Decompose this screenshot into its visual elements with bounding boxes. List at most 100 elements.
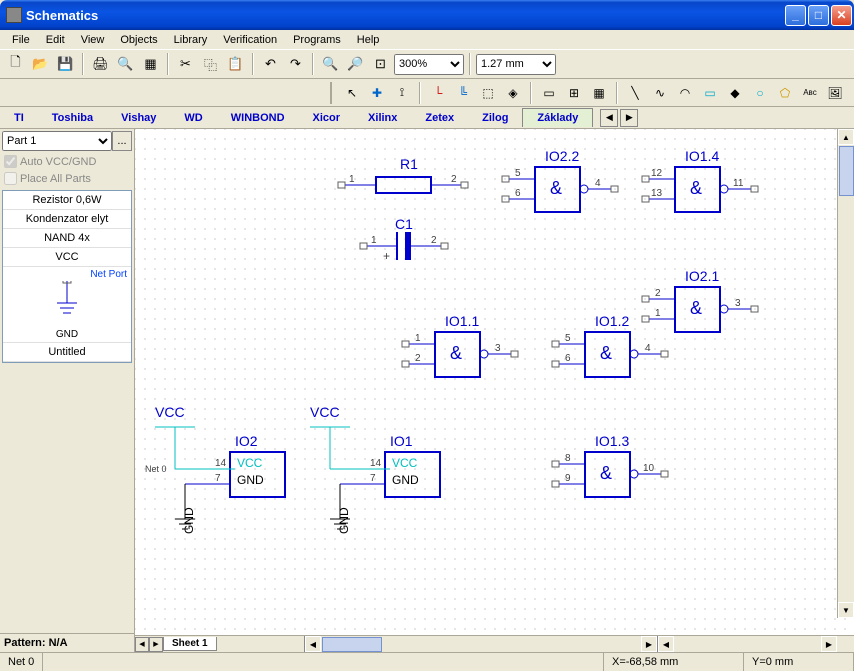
sheet-next[interactable]: ▶ [149,637,163,652]
save-icon[interactable]: 💾 [54,53,77,75]
scroll-thumb[interactable] [839,146,854,196]
status-y: Y=0 mm [744,653,854,671]
tab-vishay[interactable]: Vishay [107,109,170,127]
busentry-icon[interactable]: ⬚ [477,82,499,104]
menu-file[interactable]: File [4,32,38,48]
copy-icon[interactable]: ⿻ [199,53,222,75]
menu-view[interactable]: View [73,32,113,48]
text-icon[interactable]: Aʙc [799,82,821,104]
fillrect-icon[interactable]: ◆ [724,82,746,104]
polygon-icon[interactable]: ⬠ [774,82,796,104]
menu-programs[interactable]: Programs [285,32,349,48]
svg-text:2: 2 [431,235,437,246]
maximize-button[interactable]: □ [808,5,829,26]
tab-xilinx[interactable]: Xilinx [354,109,411,127]
tab-scroll-left[interactable]: ◀ [600,109,618,127]
minimize-button[interactable]: _ [785,5,806,26]
pattern-label: Pattern: N/A [0,633,134,652]
menu-edit[interactable]: Edit [38,32,73,48]
tab-wd[interactable]: WD [170,109,216,127]
zoom-fit-icon[interactable]: ⊡ [369,53,392,75]
zoom-in-icon[interactable]: 🔎 [344,53,367,75]
tab-zetex[interactable]: Zetex [411,109,468,127]
horizontal-scrollbar[interactable]: ◀ ▶ [305,636,657,652]
preview-icon[interactable]: 🔍 [114,53,137,75]
image-icon[interactable]: 🖼 [824,82,846,104]
menu-help[interactable]: Help [349,32,388,48]
grid-select[interactable]: 1.27 mm [476,54,556,75]
svg-text:IO2.1: IO2.1 [685,268,719,284]
redo-icon[interactable]: ↷ [284,53,307,75]
part-preview[interactable]: Net Port GND [3,267,131,343]
svg-text:12: 12 [651,168,663,179]
scroll-right-button[interactable]: ▶ [641,636,657,652]
part-item-nand[interactable]: NAND 4x [3,229,131,248]
sheet-prev[interactable]: ◀ [135,637,149,652]
cut-icon[interactable]: ✂ [174,53,197,75]
arc-icon[interactable]: ◠ [674,82,696,104]
scroll-up-button[interactable]: ▲ [838,129,854,145]
tab-scroll-right[interactable]: ▶ [620,109,638,127]
part-item-vcc[interactable]: VCC [3,248,131,267]
paste-icon[interactable]: 📋 [224,53,247,75]
titleblock-icon[interactable]: ▦ [139,53,162,75]
auto-vcc-check[interactable]: Auto VCC/GND [0,153,134,170]
zoom-select[interactable]: 300% [394,54,464,75]
svg-text:IO1.2: IO1.2 [595,313,629,329]
hierarchy-icon[interactable]: ⊞ [563,82,585,104]
svg-text:1: 1 [655,308,661,319]
scroll-down-button[interactable]: ▼ [838,602,854,618]
line-icon[interactable]: ╲ [624,82,646,104]
tab-toshiba[interactable]: Toshiba [38,109,107,127]
print-icon[interactable]: 🖨 [89,53,112,75]
svg-text:VCC: VCC [392,456,418,470]
new-icon[interactable]: 🗋 [4,53,27,75]
svg-text:&: & [550,178,562,198]
part-item-untitled[interactable]: Untitled [3,343,131,362]
horizontal-scrollbar-2[interactable]: ◀ ▶ [657,636,837,652]
svg-text:&: & [690,298,702,318]
undo-icon[interactable]: ↶ [259,53,282,75]
close-button[interactable]: ✕ [831,5,852,26]
part-select[interactable]: Part 1 [2,131,112,151]
menu-library[interactable]: Library [166,32,216,48]
sheet-tab[interactable]: Sheet 1 [163,637,217,651]
tab-winbond[interactable]: WINBOND [217,109,299,127]
hscroll-thumb[interactable] [322,637,382,652]
wire-icon[interactable]: └ [427,82,449,104]
rect-icon[interactable]: ▭ [699,82,721,104]
tab-zilog[interactable]: Zilog [468,109,522,127]
tab-zaklady[interactable]: Základy [522,108,593,127]
svg-text:1: 1 [415,333,421,344]
scroll-left-button[interactable]: ◀ [305,636,321,652]
pointer-icon[interactable]: ↖ [341,82,363,104]
vertical-scrollbar[interactable]: ▲ ▼ [837,129,854,618]
circle-icon[interactable]: ○ [749,82,771,104]
component-icon[interactable]: ⟟ [391,82,413,104]
svg-text:3: 3 [735,298,741,309]
bus-icon[interactable]: ╚ [452,82,474,104]
page-icon[interactable]: ▭ [538,82,560,104]
svg-text:1: 1 [371,235,377,246]
tab-ti[interactable]: TI [0,109,38,127]
part-item-rezistor[interactable]: Rezistor 0,6W [3,191,131,210]
schematic-canvas[interactable]: R1 1 2 C1 1 2 + IO2.2&564 IO1.4&121311 I… [135,129,854,635]
tab-xicor[interactable]: Xicor [299,109,355,127]
place-all-check[interactable]: Place All Parts [0,170,134,187]
svg-text:IO1.1: IO1.1 [445,313,479,329]
table-icon[interactable]: ▦ [588,82,610,104]
part-menu-button[interactable]: ... [112,131,132,151]
polyline-icon[interactable]: ∿ [649,82,671,104]
zoom-out-icon[interactable]: 🔍 [319,53,342,75]
svg-text:VCC: VCC [310,404,340,420]
netport-icon[interactable]: ◈ [502,82,524,104]
status-x: X=-68,58 mm [604,653,744,671]
place-icon[interactable]: ✚ [366,82,388,104]
open-icon[interactable]: 📂 [29,53,52,75]
svg-text:GND: GND [182,507,196,534]
svg-text:5: 5 [515,168,521,179]
svg-text:&: & [600,343,612,363]
menu-objects[interactable]: Objects [112,32,165,48]
menu-verification[interactable]: Verification [215,32,285,48]
part-item-kondenzator[interactable]: Kondenzator elyt [3,210,131,229]
